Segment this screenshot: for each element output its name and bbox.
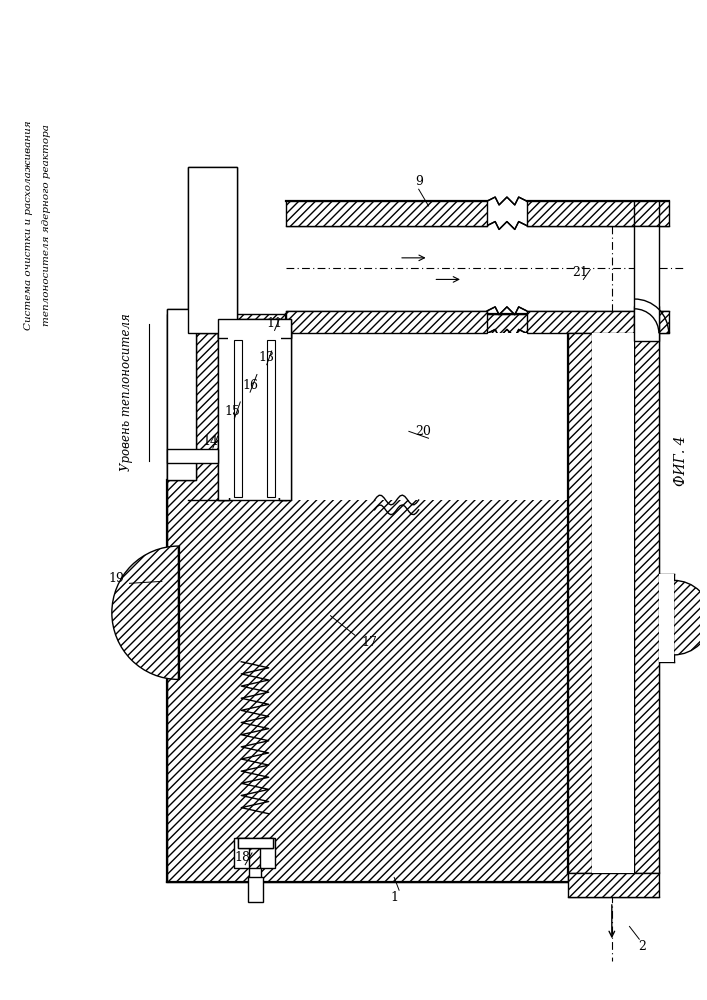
Text: 18: 18 bbox=[234, 851, 250, 864]
Bar bbox=[634, 306, 659, 333]
Text: 9: 9 bbox=[415, 175, 423, 188]
Text: 20: 20 bbox=[416, 425, 431, 438]
Bar bbox=[218, 319, 291, 338]
Bar bbox=[634, 333, 659, 873]
Text: Уровень теплоносителя: Уровень теплоносителя bbox=[120, 313, 133, 471]
Wedge shape bbox=[674, 580, 707, 655]
Bar bbox=[592, 333, 634, 873]
Text: 17: 17 bbox=[362, 636, 378, 649]
Bar bbox=[218, 333, 230, 500]
Bar bbox=[568, 333, 592, 873]
Text: 2: 2 bbox=[638, 940, 646, 953]
Text: 1: 1 bbox=[390, 891, 398, 904]
Text: 13: 13 bbox=[259, 351, 275, 364]
Bar bbox=[286, 201, 487, 226]
Bar bbox=[634, 201, 659, 226]
Bar bbox=[167, 314, 568, 882]
Text: 15: 15 bbox=[225, 405, 240, 418]
Wedge shape bbox=[112, 546, 178, 679]
Bar bbox=[286, 311, 487, 333]
Text: 16: 16 bbox=[242, 379, 258, 392]
Text: 19: 19 bbox=[109, 572, 124, 585]
Text: ФИГ. 4: ФИГ. 4 bbox=[674, 436, 689, 486]
Text: 11: 11 bbox=[267, 317, 283, 330]
Bar bbox=[218, 319, 291, 338]
Bar bbox=[188, 167, 238, 333]
Bar bbox=[167, 309, 196, 480]
Bar bbox=[228, 336, 281, 498]
Bar bbox=[235, 340, 243, 497]
Bar bbox=[167, 449, 218, 463]
Bar bbox=[659, 574, 674, 662]
Text: теплоносителя ядерного реактора: теплоносителя ядерного реактора bbox=[42, 125, 51, 326]
Bar bbox=[233, 333, 296, 500]
Text: 14: 14 bbox=[203, 435, 219, 448]
Text: Система очистки и расхолаживания: Система очистки и расхолаживания bbox=[24, 121, 33, 330]
Bar bbox=[235, 838, 249, 868]
Bar bbox=[218, 333, 230, 500]
Polygon shape bbox=[634, 226, 659, 341]
Bar bbox=[167, 309, 196, 480]
Bar bbox=[260, 838, 274, 868]
Bar bbox=[568, 873, 659, 897]
Bar bbox=[238, 838, 273, 848]
Bar bbox=[527, 311, 669, 333]
Bar bbox=[249, 868, 261, 887]
Bar bbox=[238, 838, 273, 848]
Bar bbox=[248, 877, 263, 902]
Text: 21: 21 bbox=[573, 266, 588, 279]
Bar bbox=[279, 333, 291, 500]
Bar bbox=[267, 340, 274, 497]
Bar bbox=[188, 167, 238, 333]
Bar bbox=[296, 333, 568, 500]
Bar bbox=[279, 333, 291, 500]
Bar bbox=[527, 201, 669, 226]
